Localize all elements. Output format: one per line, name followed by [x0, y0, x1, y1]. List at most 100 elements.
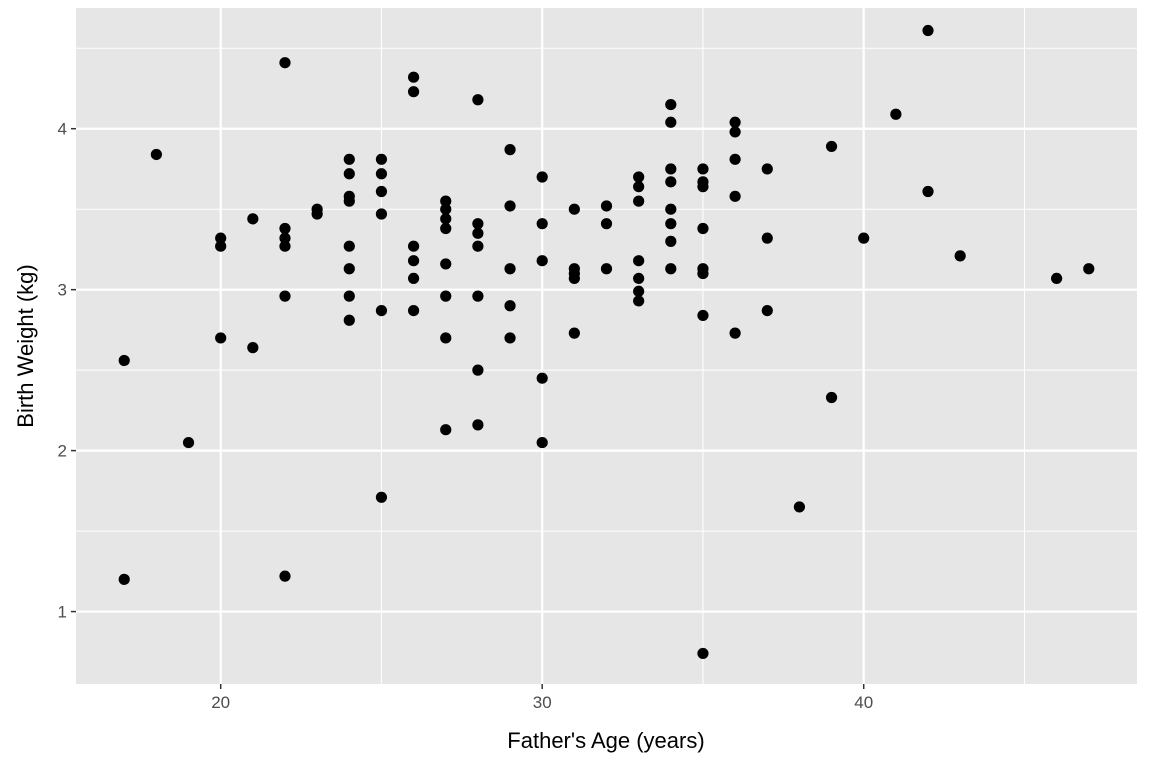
data-point: [761, 304, 773, 317]
data-point: [375, 491, 388, 503]
data-point: [954, 250, 966, 262]
data-point: [633, 181, 645, 193]
data-point: [311, 208, 323, 220]
data-point: [793, 501, 806, 513]
data-point: [922, 185, 934, 198]
data-point: [761, 232, 773, 244]
data-point: [697, 647, 709, 660]
data-point: [504, 300, 516, 312]
data-point: [150, 148, 162, 161]
data-point: [504, 144, 516, 156]
data-point: [472, 364, 484, 376]
data-point: [440, 213, 452, 225]
data-point: [504, 332, 516, 344]
data-point: [407, 71, 420, 83]
data-point: [215, 232, 227, 244]
data-point: [375, 168, 388, 180]
data-point: [633, 255, 645, 267]
data-point: [375, 208, 388, 220]
plot-panel: [76, 8, 1137, 684]
data-point: [407, 304, 420, 317]
x-tick-label: 40: [854, 693, 873, 712]
y-tick-label: 1: [58, 603, 67, 622]
data-point: [118, 573, 130, 585]
y-axis-ticks: 1 2 3 4: [58, 120, 76, 622]
data-point: [182, 436, 195, 449]
x-axis-title: Father's Age (years): [507, 728, 704, 753]
data-point: [600, 263, 613, 275]
data-point: [440, 424, 452, 436]
data-point: [343, 314, 355, 326]
data-point: [922, 24, 934, 37]
data-point: [665, 263, 677, 275]
data-point: [665, 218, 677, 230]
data-point: [697, 181, 709, 193]
data-point: [440, 258, 452, 270]
data-point: [1083, 263, 1095, 275]
data-point: [568, 203, 580, 215]
y-axis-title: Birth Weight (kg): [13, 264, 38, 427]
y-tick-label: 4: [58, 120, 67, 139]
data-point: [472, 290, 484, 302]
data-point: [343, 290, 355, 302]
data-point: [343, 263, 355, 275]
data-point: [504, 263, 516, 275]
data-point: [440, 290, 452, 302]
data-point: [536, 218, 548, 230]
x-axis-ticks: 20 30 40: [211, 684, 873, 712]
data-point: [1051, 272, 1063, 284]
data-point: [375, 153, 388, 165]
data-point: [665, 116, 677, 128]
data-point: [825, 391, 838, 404]
data-point: [568, 327, 580, 339]
data-point: [633, 285, 645, 297]
data-point: [633, 272, 645, 284]
data-point: [600, 218, 613, 230]
data-point: [890, 108, 902, 120]
data-point: [568, 272, 580, 284]
data-point: [279, 232, 291, 244]
y-tick-label: 2: [58, 442, 67, 461]
data-point: [407, 240, 420, 252]
data-point: [633, 171, 645, 183]
data-point: [247, 342, 259, 354]
data-point: [858, 232, 870, 244]
data-point: [536, 372, 548, 384]
data-point: [697, 267, 709, 280]
data-point: [697, 222, 709, 235]
data-point: [215, 240, 227, 252]
data-point: [472, 240, 484, 252]
data-points: [118, 24, 1095, 660]
data-point: [729, 153, 741, 165]
data-point: [665, 176, 677, 188]
x-tick-label: 30: [533, 693, 552, 712]
data-point: [279, 290, 291, 302]
data-point: [407, 86, 420, 98]
data-point: [761, 163, 773, 175]
data-point: [536, 436, 548, 449]
data-point: [472, 94, 484, 106]
data-point: [665, 98, 677, 111]
data-point: [729, 327, 741, 339]
data-point: [697, 309, 709, 322]
data-point: [472, 419, 484, 431]
data-point: [665, 203, 677, 215]
data-point: [343, 168, 355, 180]
data-point: [215, 332, 227, 344]
data-point: [118, 354, 130, 367]
data-point: [825, 140, 838, 153]
data-point: [633, 295, 645, 307]
data-point: [536, 255, 548, 267]
data-point: [247, 213, 259, 225]
data-point: [665, 163, 677, 175]
data-point: [279, 57, 291, 69]
data-point: [279, 222, 291, 235]
y-tick-label: 3: [58, 281, 67, 300]
data-point: [729, 190, 741, 202]
major-gridlines: [76, 8, 1137, 684]
data-point: [729, 126, 741, 138]
data-point: [279, 570, 291, 582]
data-point: [407, 255, 420, 267]
data-point: [343, 195, 355, 207]
